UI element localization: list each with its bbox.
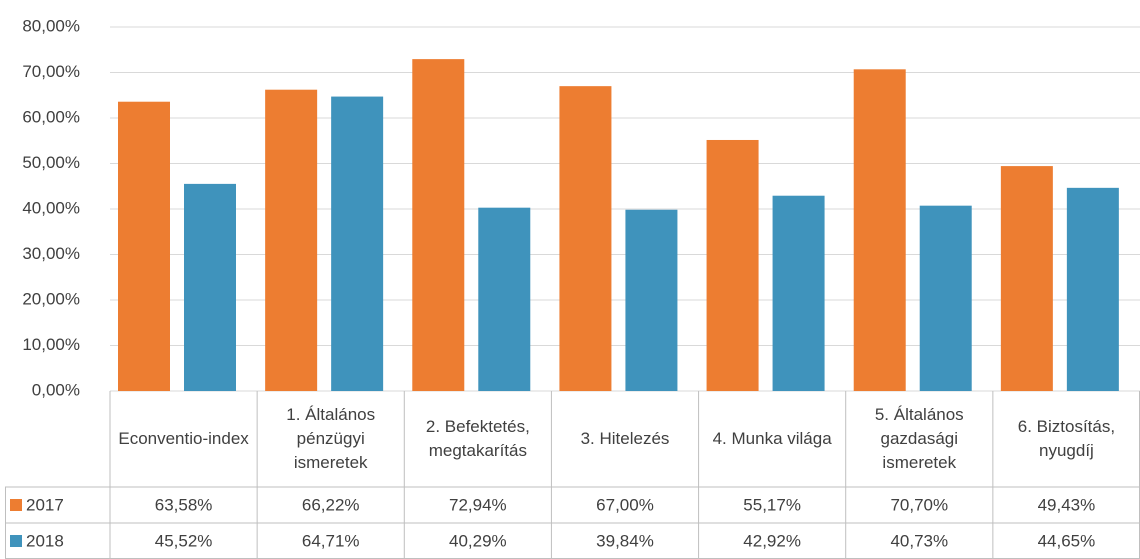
y-tick-label: 80,00% [22,16,80,35]
table-value: 40,29% [449,531,507,550]
table-value: 67,00% [596,495,654,514]
table-value: 72,94% [449,495,507,514]
bar [706,139,759,391]
table-value: 40,73% [890,531,948,550]
legend-swatch [10,535,22,547]
bar [919,205,972,391]
bar [184,183,236,391]
category-label: 6. Biztosítás, nyugdíj [1017,417,1116,460]
bar [1066,187,1119,391]
bar [265,89,318,391]
category-label: 5. Általános gazdasági ismeretek [874,405,964,472]
legend-swatch [10,499,22,511]
y-tick-label: 30,00% [22,244,80,263]
bar [625,209,678,391]
bar [118,101,170,391]
category-label: 3. Hitelezés [580,429,670,448]
bar [1000,166,1053,391]
table-value: 64,71% [302,531,360,550]
bar [559,86,612,392]
y-tick-label: 10,00% [22,335,80,354]
bar [772,195,825,391]
table-value: 44,65% [1038,531,1096,550]
table-value: 63,58% [155,495,213,514]
table-value: 39,84% [596,531,654,550]
table-value: 45,52% [155,531,213,550]
category-label: Econventio-index [118,429,249,448]
y-tick-label: 70,00% [22,62,80,81]
bar [331,96,384,391]
bar [478,207,531,391]
y-tick-label: 60,00% [22,107,80,126]
table-value: 66,22% [302,495,360,514]
table-value: 55,17% [743,495,801,514]
category-label: 1. Általános pénzügyi ismeretek [286,405,376,472]
y-tick-label: 20,00% [22,289,80,308]
bar [853,69,906,391]
legend-label: 2018 [26,531,64,550]
y-tick-label: 0,00% [32,380,80,399]
y-tick-label: 50,00% [22,153,80,172]
legend-label: 2017 [26,495,64,514]
y-tick-label: 40,00% [22,198,80,217]
bar [412,59,465,392]
category-label: 2. Befektetés, megtakarítás [425,417,530,460]
table-value: 42,92% [743,531,801,550]
table-value: 49,43% [1038,495,1096,514]
category-label: 4. Munka világa [712,429,832,448]
table-value: 70,70% [890,495,948,514]
